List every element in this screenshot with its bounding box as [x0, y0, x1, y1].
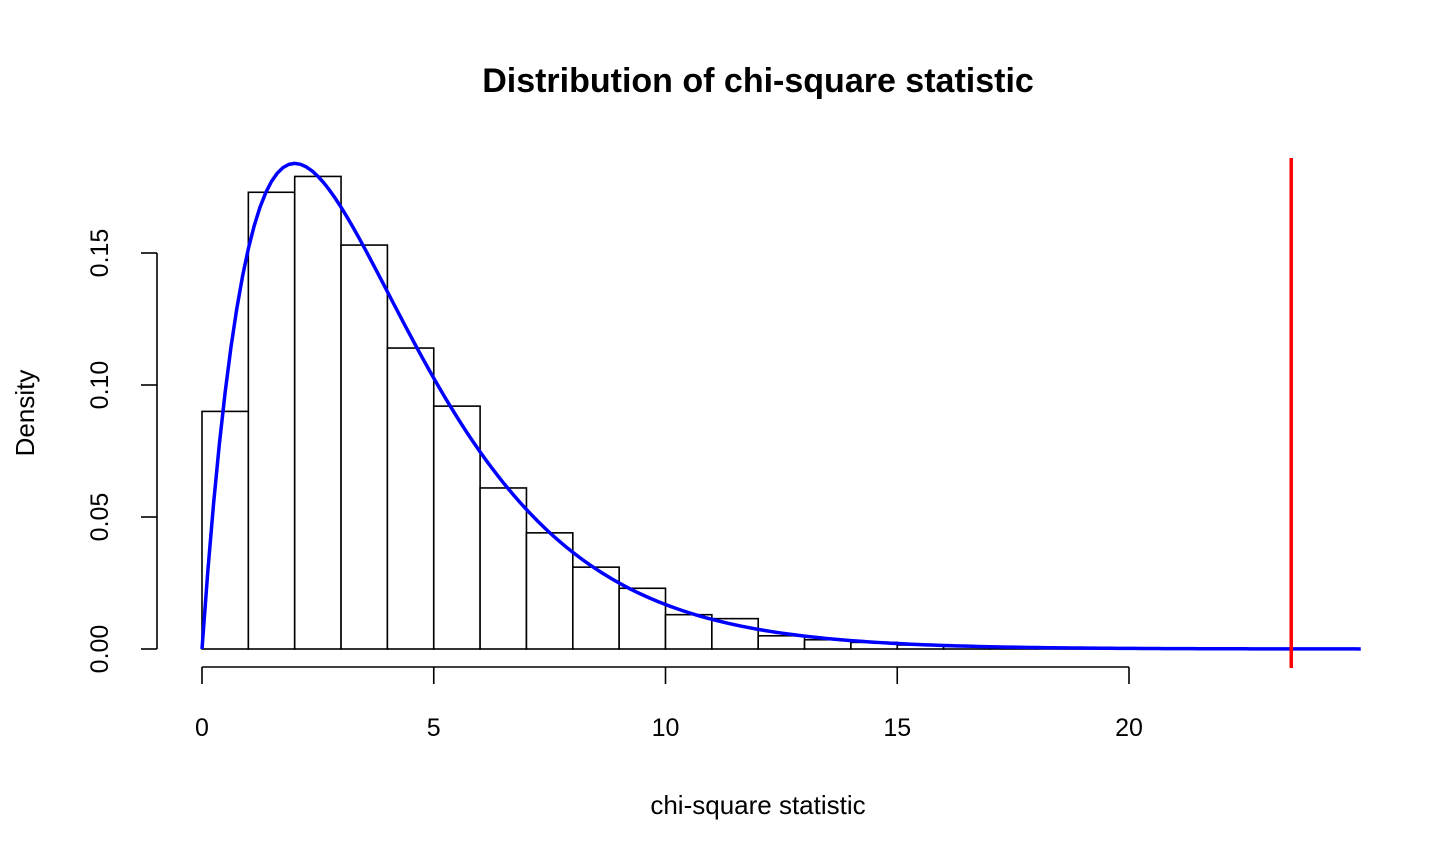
y-tick-label: 0.00: [86, 625, 114, 674]
y-axis: 0.00 0.05 0.10 0.15: [86, 229, 158, 674]
y-axis-label: Density: [10, 370, 40, 457]
histogram-bar: [571, 566, 620, 650]
x-axis: 0 5 10 15 20: [195, 666, 1143, 742]
histogram-bar: [525, 532, 574, 650]
y-tick-label: 0.10: [86, 361, 114, 410]
histogram-bar: [432, 405, 481, 650]
x-tick-label: 10: [652, 714, 680, 742]
x-tick-label: 15: [883, 714, 911, 742]
histogram-bar: [247, 191, 296, 650]
histogram-bars: [201, 175, 1130, 650]
x-axis-label: chi-square statistic: [650, 790, 865, 820]
x-tick-label: 5: [427, 714, 441, 742]
density-curve: [200, 161, 1361, 651]
histogram-bar: [340, 244, 389, 650]
x-tick-label: 20: [1115, 714, 1143, 742]
histogram-bar: [386, 347, 435, 650]
histogram-bar: [201, 410, 250, 650]
histogram-bar: [664, 613, 713, 650]
histogram-bar: [618, 587, 667, 650]
histogram-bar: [757, 634, 806, 650]
x-tick-label: 0: [195, 714, 209, 742]
y-tick-label: 0.15: [86, 229, 114, 278]
histogram-bar: [293, 175, 342, 650]
histogram-bar: [479, 487, 528, 650]
y-tick-label: 0.05: [86, 493, 114, 542]
chart-title: Distribution of chi-square statistic: [482, 62, 1034, 100]
